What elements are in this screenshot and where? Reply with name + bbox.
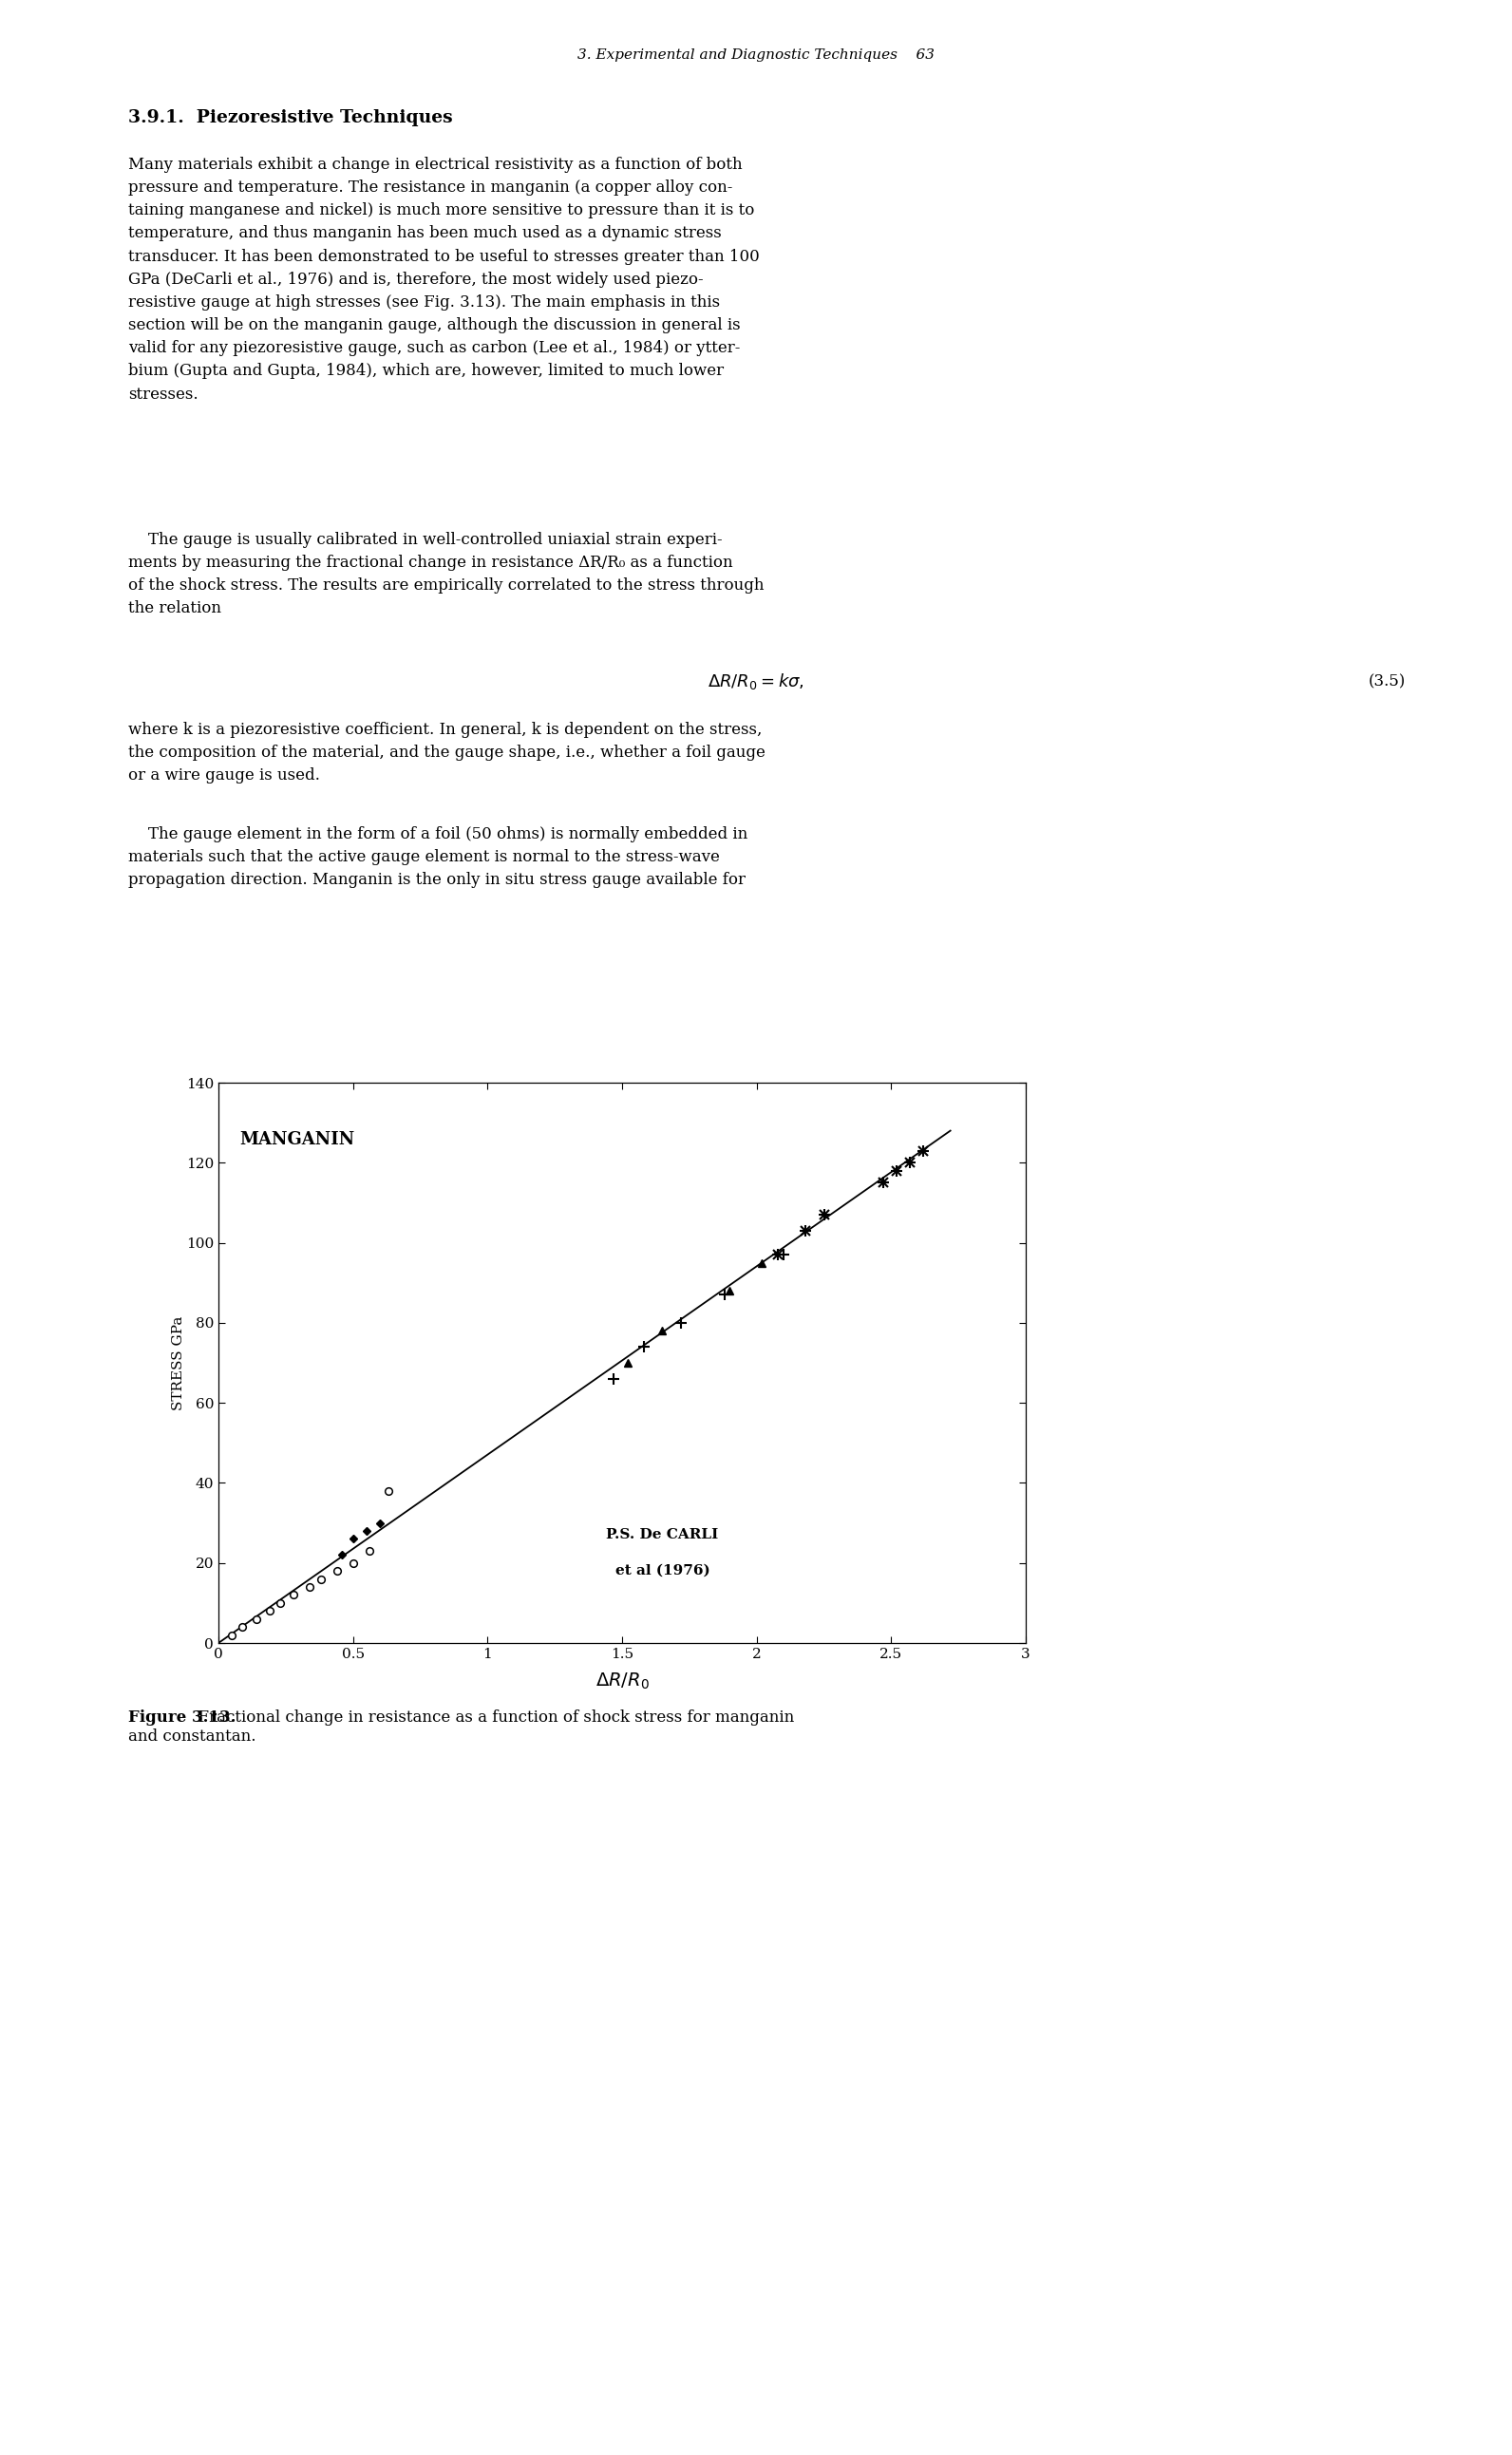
Text: 3. Experimental and Diagnostic Techniques    63: 3. Experimental and Diagnostic Technique… <box>578 49 934 61</box>
Text: MANGANIN: MANGANIN <box>240 1132 355 1149</box>
Text: 3.9.1.  Piezoresistive Techniques: 3.9.1. Piezoresistive Techniques <box>129 108 452 125</box>
Text: $\Delta R/R_0 = k\sigma,$: $\Delta R/R_0 = k\sigma,$ <box>708 673 804 692</box>
Text: The gauge element in the form of a foil (50 ohms) is normally embedded in
materi: The gauge element in the form of a foil … <box>129 827 748 889</box>
Text: P.S. De CARLI: P.S. De CARLI <box>606 1529 718 1542</box>
X-axis label: $\Delta R/R_0$: $\Delta R/R_0$ <box>596 1672 649 1691</box>
Text: et al (1976): et al (1976) <box>615 1564 709 1579</box>
Text: where k is a piezoresistive coefficient. In general, k is dependent on the stres: where k is a piezoresistive coefficient.… <box>129 722 765 783</box>
Text: (3.5): (3.5) <box>1368 673 1405 690</box>
Text: Fractional change in resistance as a function of shock stress for manganin
and c: Fractional change in resistance as a fun… <box>129 1709 794 1743</box>
Y-axis label: STRESS GPa: STRESS GPa <box>171 1316 184 1409</box>
Text: Figure 3.13.: Figure 3.13. <box>129 1709 236 1726</box>
Text: The gauge is usually calibrated in well-controlled uniaxial strain experi-
ments: The gauge is usually calibrated in well-… <box>129 533 764 616</box>
Text: Many materials exhibit a change in electrical resistivity as a function of both
: Many materials exhibit a change in elect… <box>129 157 759 403</box>
